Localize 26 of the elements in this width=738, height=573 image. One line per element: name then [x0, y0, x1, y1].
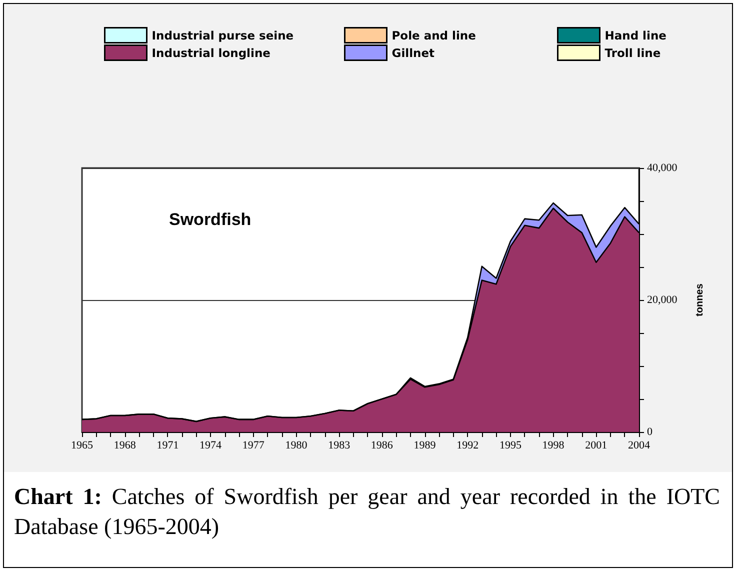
x-tick-label: 1998	[542, 440, 565, 452]
x-tick-label: 1977	[242, 440, 265, 452]
legend-label: Troll line	[604, 46, 661, 60]
x-tick-label: 1992	[456, 440, 479, 452]
x-tick-label: 1974	[200, 440, 222, 452]
x-tick-label: 2001	[585, 440, 608, 452]
legend-label: Gillnet	[392, 46, 435, 60]
x-tick-label: 1980	[285, 440, 308, 452]
x-tick-label: 1968	[114, 440, 136, 452]
y-axis-title: tonnes	[694, 283, 706, 316]
x-tick-label: 1971	[156, 440, 179, 452]
caption: Chart 1: Catches of Swordfish per gear and year recorded in the IOTC Database (1965-2004)	[14, 483, 720, 541]
text: Swordfish	[169, 210, 252, 229]
x-tick-label: 1983	[328, 440, 351, 452]
legend-label: Pole and line	[392, 28, 476, 42]
legend-label: Industrial longline	[152, 46, 271, 60]
x-tick-label: 2004	[628, 440, 650, 452]
x-tick-label: 1965	[71, 440, 94, 452]
legend-label: Industrial purse seine	[152, 28, 294, 42]
x-tick-label: 1995	[499, 440, 522, 452]
y-tick-label: 20,000	[647, 294, 678, 306]
y-tick-label: 40,000	[647, 162, 678, 174]
x-tick-label: 1989	[414, 440, 436, 452]
legend-label: Hand line	[604, 28, 667, 42]
x-tick-label: 1986	[370, 440, 394, 452]
y-tick-label: 0	[647, 426, 653, 438]
